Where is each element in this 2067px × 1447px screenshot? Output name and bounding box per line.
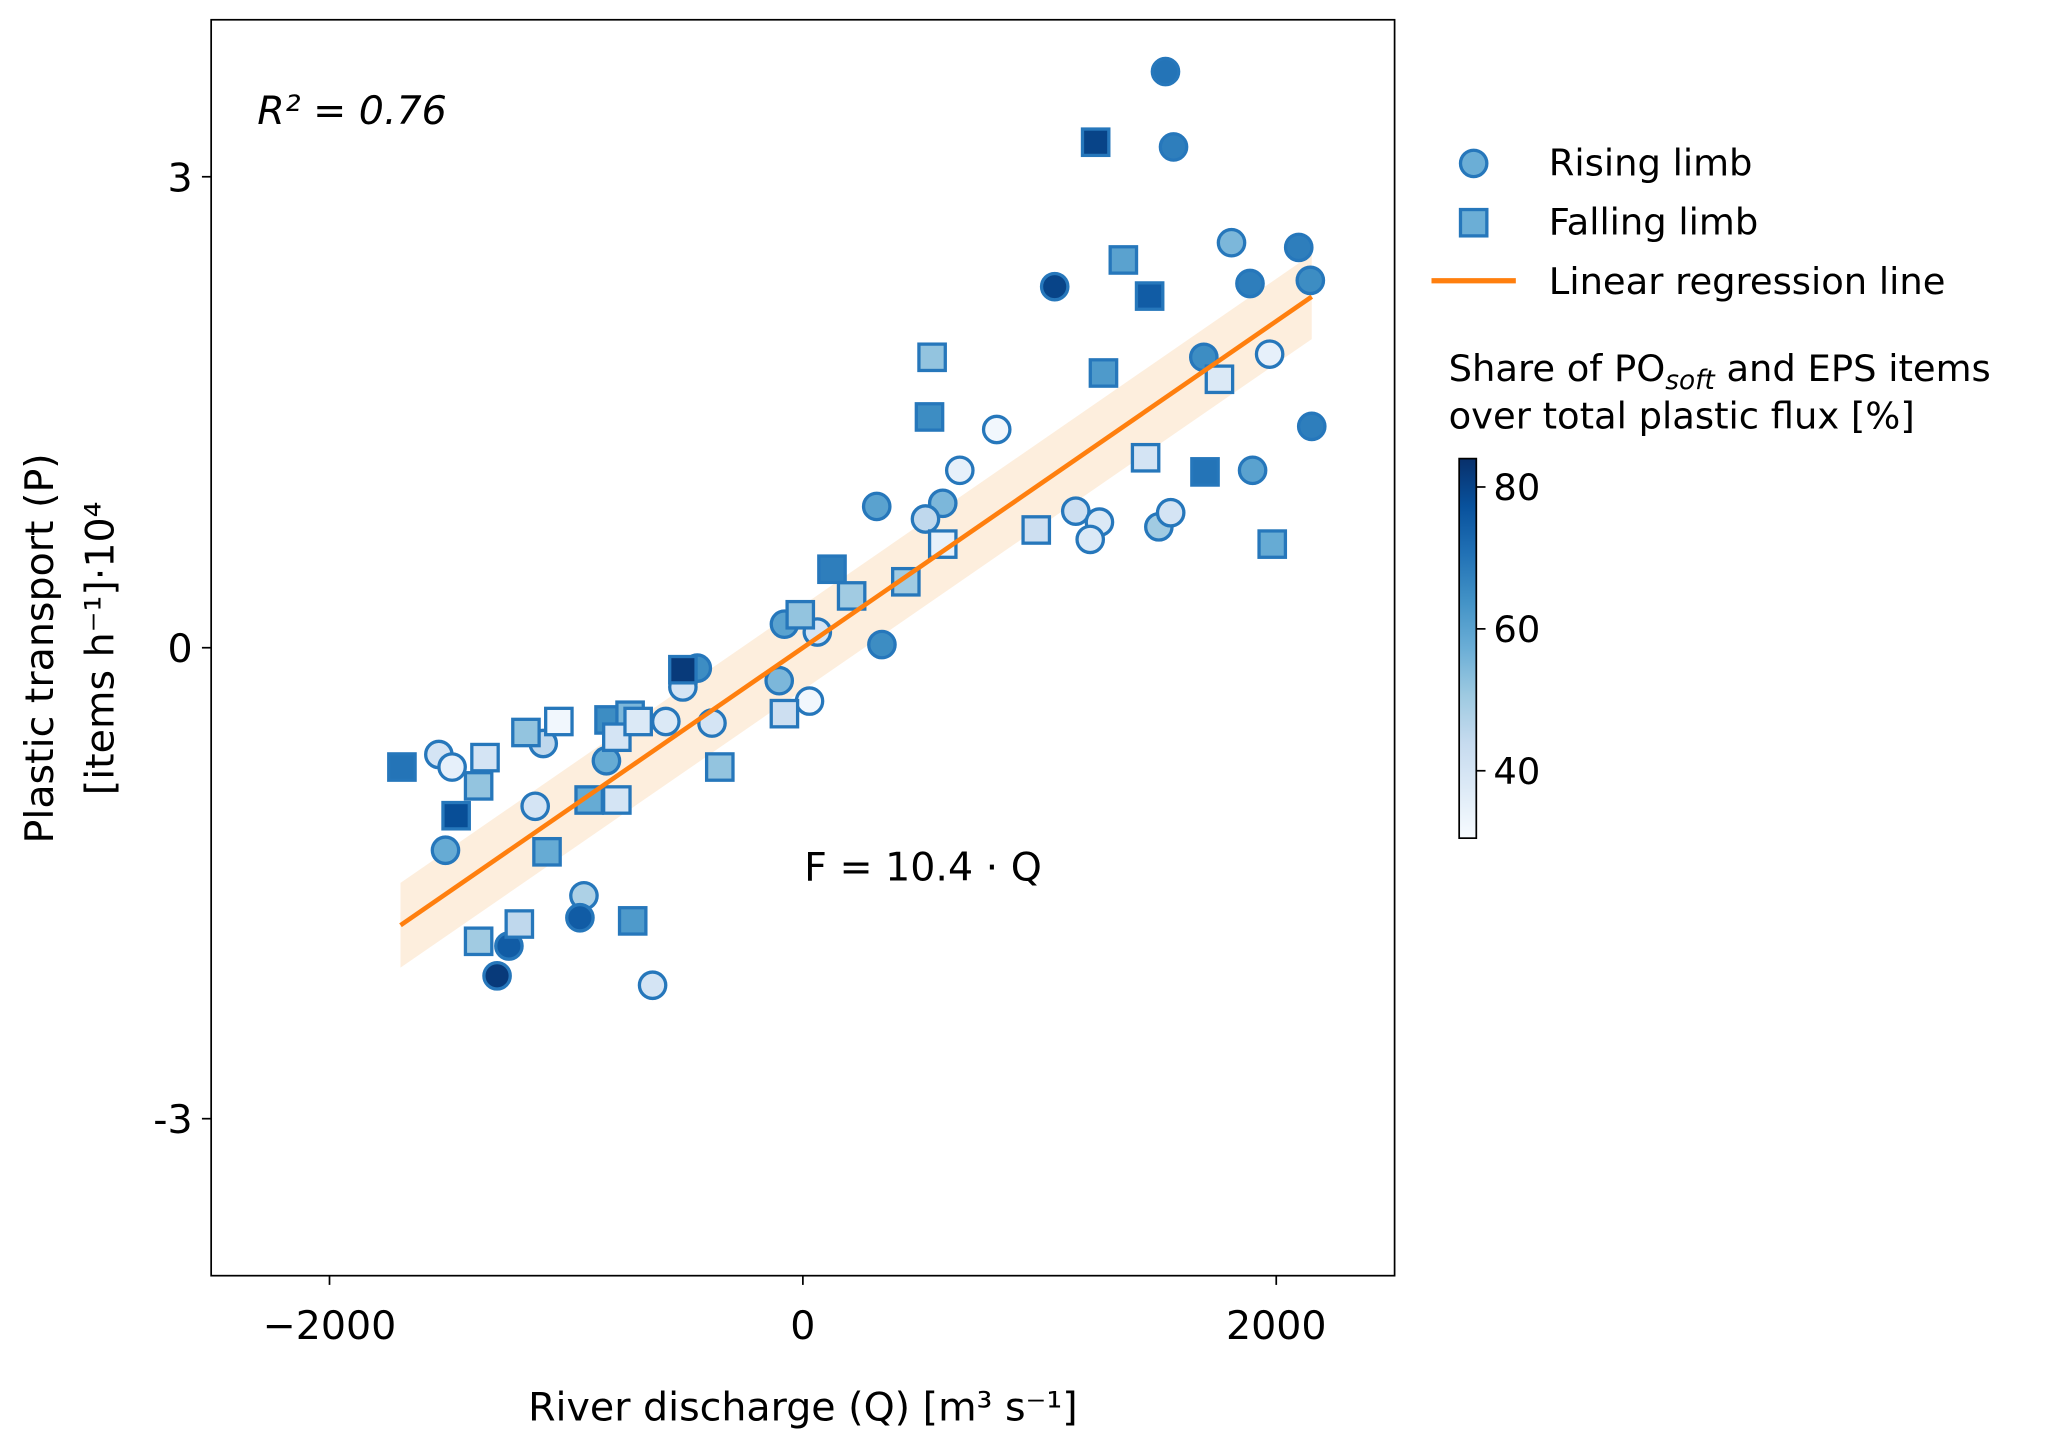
falling-limb-point	[532, 836, 562, 867]
falling-limb-point	[917, 342, 947, 373]
rising-limb-point	[1150, 56, 1181, 87]
falling-limb-point	[1021, 515, 1052, 545]
rising-limb-point	[697, 708, 727, 738]
colorbar-gradient	[1458, 457, 1478, 840]
legend-label-falling: Falling limb	[1549, 201, 1758, 244]
rising-limb-point	[1237, 455, 1268, 486]
rising-limb-point	[482, 961, 512, 991]
legend-label-regression: Linear regression line	[1549, 260, 1946, 303]
falling-limb-point	[463, 771, 494, 801]
falling-limb-point	[817, 554, 847, 585]
y-axis-label-line2: [items h⁻¹]·10⁴	[78, 502, 124, 796]
x-tick-label: 0	[790, 1303, 815, 1349]
colorbar-title-line2: over total plastic flux [%]	[1449, 394, 1915, 437]
rising-limb-point	[1060, 496, 1091, 526]
equation-annotation: F = 10.4 · Q	[804, 844, 1042, 890]
falling-limb-point	[1080, 127, 1111, 158]
y-tick-label: -3	[153, 1097, 192, 1143]
rising-limb-point	[1254, 339, 1285, 369]
y-tick-label: 0	[168, 626, 193, 672]
y-axis-label-line1: Plastic transport (P)	[17, 453, 63, 843]
falling-limb-point	[785, 599, 816, 630]
rising-limb-point	[910, 504, 941, 534]
rising-limb-point	[565, 902, 595, 933]
rising-limb-point	[1216, 227, 1247, 258]
falling-limb-point	[668, 654, 698, 685]
falling-limb-point	[463, 926, 494, 957]
colorbar-tick-label: 40	[1493, 750, 1540, 793]
rising-limb-point	[430, 835, 461, 866]
falling-limb-point	[769, 698, 800, 729]
rising-limb-point	[1158, 132, 1189, 162]
rising-limb-point	[1039, 271, 1070, 302]
rising-limb-point	[981, 414, 1012, 445]
x-axis-label: River discharge (Q) [m³ s⁻¹]	[528, 1385, 1078, 1431]
falling-limb-point	[1204, 364, 1235, 395]
colorbar: Share of POsoft and EPS items over total…	[1449, 347, 1991, 840]
falling-limb-point	[387, 752, 417, 782]
colorbar-tick-label: 60	[1493, 608, 1540, 651]
x-tick-label: −2000	[263, 1303, 397, 1349]
legend: Rising limb Falling limb Linear regressi…	[1431, 141, 1945, 303]
falling-limb-point	[623, 706, 653, 737]
legend-circle-marker	[1458, 148, 1489, 179]
falling-limb-point	[914, 402, 945, 432]
falling-limb-point	[1130, 442, 1161, 473]
regression-line	[399, 294, 1314, 928]
rising-limb-point	[1296, 411, 1327, 442]
falling-limb-point	[1134, 281, 1165, 311]
rising-limb-point	[764, 665, 795, 696]
legend-label-rising: Rising limb	[1549, 141, 1753, 184]
rising-limb-point	[1155, 497, 1186, 528]
falling-limb-point	[602, 785, 632, 815]
rising-limb-point	[1075, 524, 1106, 555]
falling-limb-point	[1257, 529, 1288, 559]
falling-limb-point	[1108, 245, 1139, 275]
rising-limb-point	[867, 629, 897, 660]
falling-limb-point	[1190, 457, 1220, 487]
legend-square-marker	[1458, 207, 1489, 238]
r2-annotation: R² = 0.76	[257, 88, 447, 134]
colorbar-tick-label: 80	[1493, 466, 1540, 509]
y-tick-label: 3	[168, 155, 193, 201]
colorbar-title-line1: Share of POsoft and EPS items	[1449, 347, 1991, 396]
rising-limb-point	[1283, 232, 1314, 263]
rising-limb-point	[651, 706, 681, 737]
falling-limb-point	[544, 706, 574, 737]
rising-limb-point	[637, 970, 668, 1001]
rising-limb-point	[520, 791, 551, 822]
rising-limb-point	[861, 491, 892, 522]
falling-limb-point	[1088, 358, 1119, 388]
falling-limb-point	[704, 752, 735, 782]
falling-limb-point	[470, 742, 500, 773]
rising-limb-point	[944, 455, 975, 486]
falling-limb-point	[441, 800, 471, 831]
falling-limb-point	[511, 717, 541, 748]
rising-limb-point	[437, 752, 467, 782]
falling-limb-point	[836, 581, 867, 611]
rising-limb-point	[1295, 265, 1326, 296]
rising-limb-point	[794, 686, 825, 716]
falling-limb-point	[504, 909, 535, 939]
x-tick-label: 2000	[1226, 1303, 1327, 1349]
rising-limb-point	[1235, 268, 1265, 299]
falling-limb-point	[617, 906, 648, 936]
